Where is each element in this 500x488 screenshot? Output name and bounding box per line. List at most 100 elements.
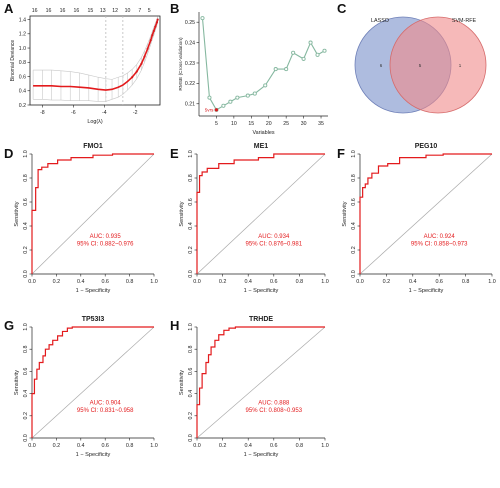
- data-point: [221, 103, 226, 108]
- y-tick-label: 0.8: [351, 174, 357, 182]
- top-axis-label: 5: [148, 8, 151, 14]
- data-point: [291, 50, 296, 55]
- panel-d: 0.00.0 0.2 0.2 0.4 0.4 0.6 0.6 0.8 0.8 1.0 1.0 FMO1…: [14, 143, 158, 294]
- panel-label-a: A: [4, 1, 14, 16]
- y-tick-label: 0.0: [23, 270, 29, 278]
- plot-frame: [29, 15, 161, 106]
- venn-label-lasso: LASSO: [371, 18, 389, 24]
- y-tick-label: 0.6: [188, 368, 194, 376]
- y-axis-label: Sensitivity: [179, 201, 185, 226]
- x-tick-label: 0.0: [193, 279, 201, 285]
- panel-label-f: F: [337, 146, 345, 161]
- x-axis-label: Log(λ): [87, 119, 102, 125]
- y-tick-label: 0.4: [351, 222, 357, 230]
- y-tick-label: 0.8: [23, 174, 29, 182]
- top-axis-label: 12: [112, 8, 118, 14]
- x-axis-label: 1 − Specificity: [244, 452, 279, 458]
- y-tick-label: 0.4: [19, 89, 26, 95]
- auc-label: AUC: 0.935: [90, 234, 122, 240]
- x-tick-label: -8: [40, 110, 45, 116]
- data-point: [156, 18, 159, 21]
- y-axis-label: Sensitivity: [179, 370, 185, 395]
- top-axis-label: 16: [60, 8, 66, 14]
- x-tick-label: -6: [71, 110, 76, 116]
- data-point: [263, 83, 268, 88]
- y-tick-label: 0.2: [23, 246, 29, 254]
- x-tick-label: 0.8: [126, 279, 134, 285]
- x-tick-label: 0.6: [101, 279, 109, 285]
- roc-curve: [196, 153, 325, 274]
- x-tick-label: 0.2: [53, 279, 61, 285]
- x-tick-label: 1.0: [150, 443, 158, 449]
- y-tick-label: 0.25: [185, 20, 195, 26]
- y-tick-label: 0.2: [23, 412, 29, 420]
- panel-label-b: B: [170, 1, 179, 16]
- y-tick-label: 0.6: [23, 198, 29, 206]
- y-tick-label: 0.23: [185, 61, 195, 67]
- venn-set-svm-rfe: [389, 16, 487, 114]
- reference-diagonal: [31, 153, 155, 275]
- reference-diagonal: [196, 153, 326, 275]
- data-point: [200, 16, 205, 21]
- x-tick-label: 25: [283, 121, 289, 127]
- data-point: [131, 76, 134, 79]
- data-point: [315, 52, 320, 57]
- chart-title: PEG10: [415, 143, 438, 150]
- x-tick-label: 0.4: [244, 279, 252, 285]
- top-axis-label: 16: [46, 8, 52, 14]
- data-point: [284, 67, 289, 72]
- y-tick-label: 0.2: [351, 246, 357, 254]
- x-tick-label: 0.0: [28, 279, 36, 285]
- auc-label: AUC: 0.924: [424, 234, 456, 240]
- x-tick-label: 0.8: [296, 279, 304, 285]
- y-tick-label: 0.22: [185, 81, 195, 87]
- top-axis-label: 10: [125, 8, 131, 14]
- x-tick-label: 10: [231, 121, 237, 127]
- y-tick-label: 0.8: [188, 345, 194, 353]
- annotation-label: 5vrs: [205, 107, 214, 112]
- roc-curve: [359, 153, 492, 274]
- data-point: [143, 55, 146, 58]
- ci-label: 95% CI: 0.882~0.976: [77, 242, 134, 248]
- y-axis-label: Sensitivity: [14, 370, 20, 395]
- data-point: [146, 47, 149, 50]
- y-tick-label: 0.6: [188, 198, 194, 206]
- top-axis-label: 7: [138, 8, 141, 14]
- x-tick-label: 1.0: [150, 279, 158, 285]
- panel-label-c: C: [337, 1, 347, 16]
- y-tick-label: 0.6: [19, 74, 26, 80]
- x-tick-label: 0.0: [28, 443, 36, 449]
- x-tick-label: 0.2: [219, 443, 227, 449]
- panel-c: LASSO SVM-RFE 6 5 1: [354, 16, 487, 114]
- y-axis-label: Binomial Deviance: [10, 40, 16, 82]
- data-point: [152, 29, 155, 33]
- x-axis-label: 1 − Specificity: [409, 288, 444, 294]
- x-tick-label: 35: [318, 121, 324, 127]
- venn-label-svm-rfe: SVM-RFE: [452, 18, 477, 24]
- y-tick-label: 0.0: [188, 270, 194, 278]
- minimum-point: [214, 108, 219, 112]
- x-axis-label: 1 − Specificity: [76, 288, 111, 294]
- panel-label-g: G: [4, 318, 14, 333]
- panel-h: 0.00.0 0.2 0.2 0.4 0.4 0.6 0.6 0.8 0.8 1.0 1.0 TRHD…: [179, 316, 329, 458]
- x-tick-label: 0.2: [383, 279, 391, 285]
- panel-a: -8 -6 -4 -2 0.2 0.4 0.6 0.8 1.0 1.2 1.4 16 16 16 16 15 1…: [10, 8, 161, 125]
- x-tick-label: 0.6: [435, 279, 443, 285]
- x-tick-label: 30: [301, 121, 307, 127]
- x-axis-label: 1 − Specificity: [76, 452, 111, 458]
- x-tick-label: 1.0: [321, 279, 329, 285]
- roc-curve: [31, 326, 154, 438]
- y-tick-label: 1.0: [188, 150, 194, 158]
- upper-band: [33, 16, 158, 80]
- y-tick-label: 1.4: [19, 17, 26, 23]
- y-tick-label: 0.6: [23, 368, 29, 376]
- y-tick-label: 0.8: [19, 60, 26, 66]
- panel-e: 0.00.0 0.2 0.2 0.4 0.4 0.6 0.6 0.8 0.8 1.0 1.0 ME1 A…: [179, 143, 329, 294]
- x-tick-label: 0.4: [409, 279, 417, 285]
- x-tick-label: 0.6: [270, 443, 278, 449]
- roc-curve: [196, 326, 325, 438]
- y-tick-label: 1.0: [19, 46, 26, 52]
- data-point: [322, 48, 327, 53]
- panel-b: 5vrs 5 10 15 20 25 30 35 0.21 0.22 0.23 0.24 0.25 Var…: [178, 12, 328, 136]
